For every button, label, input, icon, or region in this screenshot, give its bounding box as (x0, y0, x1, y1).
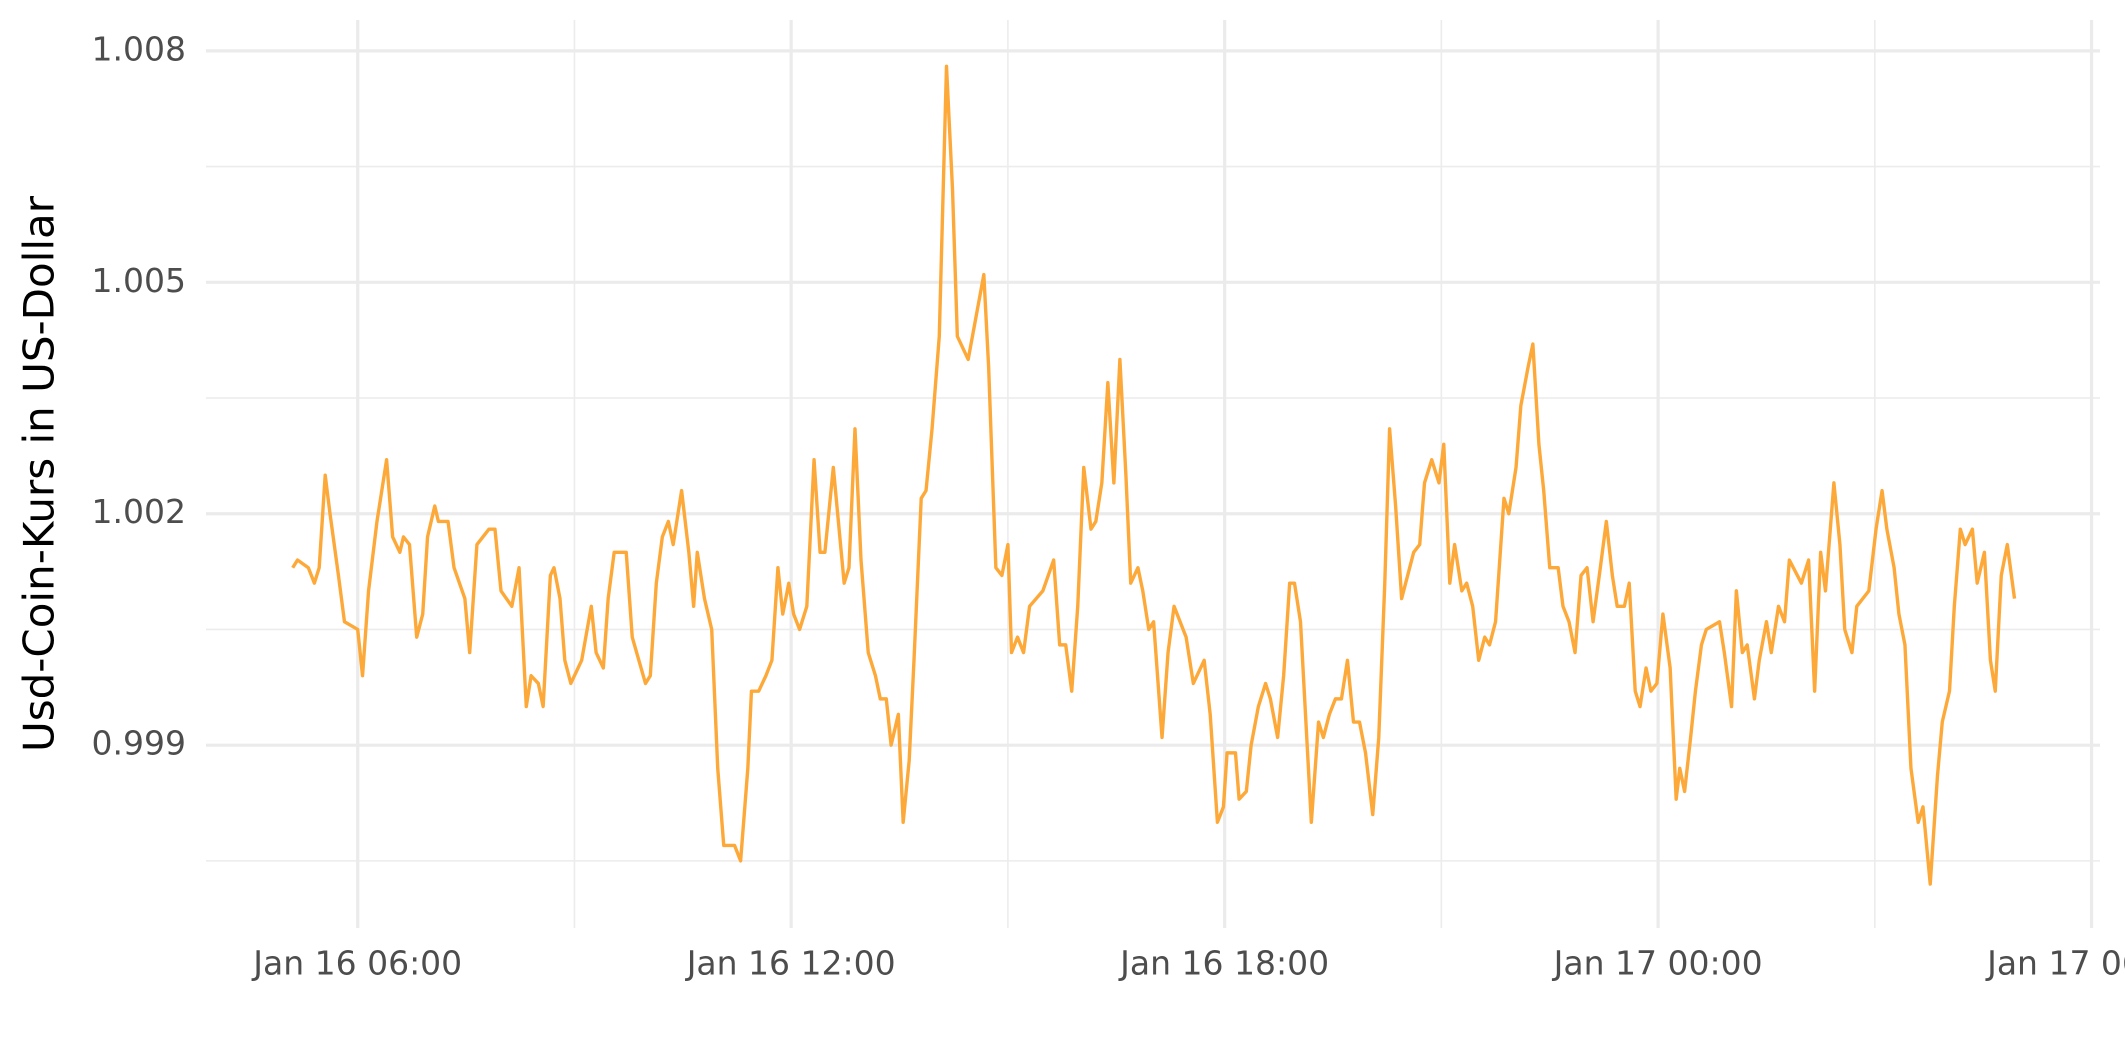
y-tick-label: 0.999 (92, 724, 186, 763)
x-tick-label: Jan 16 12:00 (685, 944, 896, 983)
x-tick-label: Jan 16 06:00 (251, 944, 462, 983)
x-tick-label: Jan 16 18:00 (1118, 944, 1329, 983)
y-tick-label: 1.008 (92, 29, 186, 68)
y-tick-label: 1.005 (92, 261, 186, 300)
price-line (291, 64, 2017, 886)
x-tick-label: Jan 17 06:00 (1985, 944, 2125, 983)
x-tick-label: Jan 17 00:00 (1552, 944, 1763, 983)
y-tick-label: 1.002 (92, 492, 186, 531)
y-axis-title: Usd-Coin-Kurs in US-Dollar (15, 195, 64, 752)
